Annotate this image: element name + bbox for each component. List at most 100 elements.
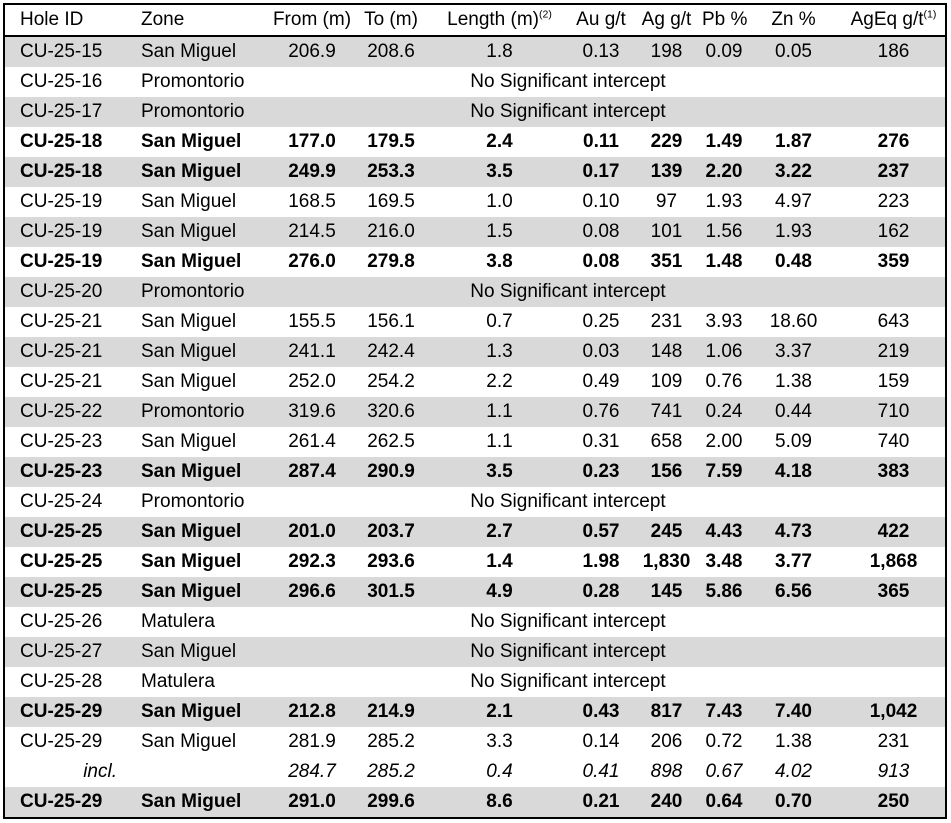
- cell-to: 216.0: [354, 217, 428, 247]
- column-header: Length (m)(2): [428, 5, 571, 37]
- cell-au: 1.98: [582, 551, 620, 572]
- table-body: CU-25-15 San Miguel 206.9 208.6 1.8 0.13 198 0.…: [5, 36, 945, 817]
- cell-to: 156.1: [367, 311, 415, 332]
- cell-from: 214.5: [270, 217, 354, 247]
- cell-ageq: 710: [841, 397, 945, 427]
- column-header-footnote: (2): [539, 8, 552, 21]
- cell-length: 0.7: [486, 311, 513, 332]
- cell-hole-id: CU-25-23: [5, 457, 134, 487]
- cell-pb: 1.49: [705, 131, 743, 152]
- cell-from: 296.6: [270, 577, 354, 607]
- cell-ag: 145: [631, 577, 702, 607]
- cell-zone: San Miguel: [134, 36, 270, 67]
- table-row: CU-25-18 San Miguel 249.9 253.3 3.5 0.17 139 2.…: [5, 157, 945, 187]
- cell-au: 0.08: [582, 251, 620, 272]
- cell-ageq: 159: [877, 371, 910, 392]
- cell-zone: San Miguel: [134, 457, 270, 487]
- cell-zone: Promontorio: [141, 71, 245, 92]
- cell-ageq: 422: [841, 517, 945, 547]
- cell-pb: 1.56: [702, 217, 746, 247]
- cell-from: 206.9: [270, 36, 354, 67]
- table-row: CU-25-19 San Miguel 276.0 279.8 3.8 0.08 351 1.…: [5, 247, 945, 277]
- cell-zn: 18.60: [769, 311, 818, 332]
- cell-hole-id: CU-25-15: [5, 36, 134, 67]
- cell-length: 2.2: [486, 371, 513, 392]
- cell-au: 0.23: [571, 457, 631, 487]
- cell-zone: Promontorio: [134, 277, 270, 307]
- cell-zn: 5.09: [775, 431, 812, 452]
- cell-to: 285.2: [367, 761, 415, 782]
- cell-length: 1.8: [428, 36, 571, 67]
- cell-from: 241.1: [270, 337, 354, 367]
- cell-ag: 206: [650, 731, 683, 752]
- cell-to: 299.6: [354, 787, 428, 817]
- cell-zn: 0.70: [746, 787, 841, 817]
- cell-to: 179.5: [367, 131, 415, 152]
- cell-ageq: 913: [877, 761, 910, 782]
- cell-hole-id: CU-25-25: [5, 517, 134, 547]
- cell-length: 1.1: [428, 397, 571, 427]
- drill-results-table: Hole ID Zone From (m) To (m) Length (m)(2) Au…: [5, 5, 945, 817]
- cell-length: 1.1: [486, 431, 513, 452]
- cell-hole-id: CU-25-28: [20, 671, 103, 692]
- table-row: CU-25-25 San Miguel 292.3 293.6 1.4 1.98 1,830…: [5, 547, 945, 577]
- table-row: CU-25-23 San Miguel 261.4 262.5 1.1 0.31 658 2.…: [5, 427, 945, 457]
- cell-zone: San Miguel: [134, 217, 270, 247]
- cell-pb: 3.93: [705, 311, 743, 332]
- cell-zone: San Miguel: [141, 371, 237, 392]
- cell-zone: San Miguel: [141, 311, 237, 332]
- cell-au: 0.08: [571, 217, 631, 247]
- column-header: Zn %: [746, 5, 841, 37]
- cell-zone: [134, 757, 270, 787]
- cell-hole-id: CU-25-23: [20, 431, 103, 452]
- cell-ag: 898: [650, 761, 683, 782]
- column-header: AgEq g/t(1): [841, 5, 945, 37]
- cell-zone: San Miguel: [134, 577, 270, 607]
- cell-ag: 156: [631, 457, 702, 487]
- cell-to: 320.6: [354, 397, 428, 427]
- cell-au: 0.14: [582, 731, 620, 752]
- table-row: CU-25-23 San Miguel 287.4 290.9 3.5 0.23 156 7.…: [5, 457, 945, 487]
- cell-au: 0.57: [571, 517, 631, 547]
- column-header-label: Ag g/t: [641, 9, 692, 30]
- cell-ageq: 250: [841, 787, 945, 817]
- table-row: CU-25-29 San Miguel 281.9 285.2 3.3 0.14 206 0.…: [5, 727, 945, 757]
- cell-to: 214.9: [354, 697, 428, 727]
- cell-zn: 4.18: [746, 457, 841, 487]
- cell-pb: 5.86: [702, 577, 746, 607]
- cell-to: 203.7: [354, 517, 428, 547]
- cell-to: 293.6: [367, 551, 415, 572]
- cell-from: 284.7: [288, 761, 336, 782]
- cell-pb: 7.43: [702, 697, 746, 727]
- cell-from: 212.8: [270, 697, 354, 727]
- cell-hole-id: CU-25-25: [20, 551, 103, 572]
- cell-au: 0.17: [571, 157, 631, 187]
- cell-hole-id: CU-25-19: [5, 217, 134, 247]
- table-header: Hole ID Zone From (m) To (m) Length (m)(2) Au…: [5, 5, 945, 37]
- cell-zn: 1.93: [746, 217, 841, 247]
- column-header-label: From (m): [272, 9, 352, 30]
- cell-no-significant-intercept: No Significant intercept: [470, 611, 666, 632]
- cell-from: 261.4: [288, 431, 336, 452]
- cell-from: 177.0: [288, 131, 336, 152]
- cell-to: 290.9: [354, 457, 428, 487]
- cell-au: 0.43: [571, 697, 631, 727]
- cell-hole-id: CU-25-29: [20, 731, 103, 752]
- column-header: Zone: [134, 5, 270, 37]
- table-row: CU-25-19 San Miguel 168.5 169.5 1.0 0.10 97 1.9…: [5, 187, 945, 217]
- cell-hole-id: incl.: [83, 761, 117, 782]
- cell-zn: 7.40: [746, 697, 841, 727]
- cell-hole-id: CU-25-26: [20, 611, 103, 632]
- cell-zn: 3.22: [746, 157, 841, 187]
- cell-pb: 0.67: [705, 761, 743, 782]
- cell-hole-id: CU-25-16: [20, 71, 103, 92]
- cell-zone: San Miguel: [141, 131, 242, 152]
- cell-length: 8.6: [428, 787, 571, 817]
- cell-hole-id: CU-25-22: [5, 397, 134, 427]
- column-header-label: AgEq g/t: [850, 9, 924, 30]
- cell-hole-id: CU-25-27: [5, 637, 134, 667]
- cell-no-significant-intercept: No Significant intercept: [270, 277, 945, 307]
- cell-ag: 741: [631, 397, 702, 427]
- cell-to: 279.8: [367, 251, 415, 272]
